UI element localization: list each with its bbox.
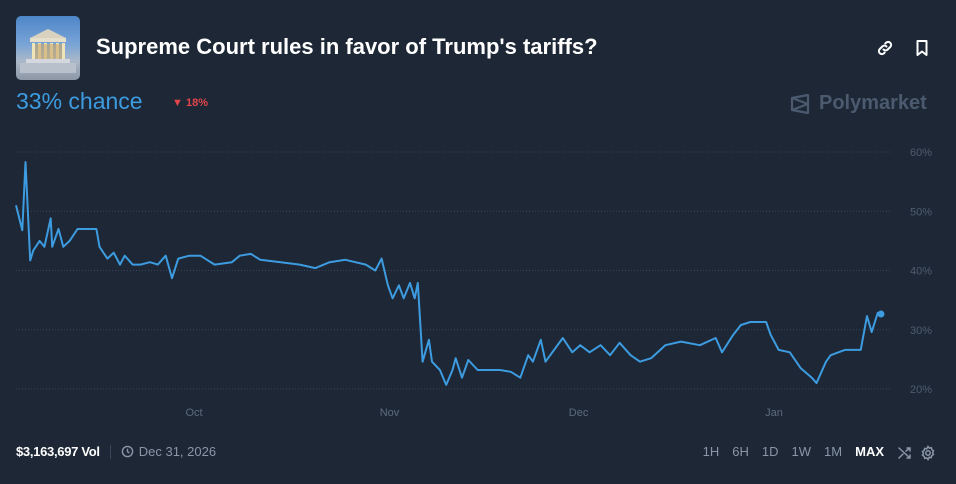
chance-value: 33% chance bbox=[16, 88, 143, 114]
brand-name: Polymarket bbox=[819, 92, 927, 114]
divider bbox=[109, 444, 111, 459]
polymarket-logo-icon bbox=[790, 93, 810, 114]
series-line bbox=[15, 161, 879, 386]
y-tick-label: 30% bbox=[910, 325, 932, 337]
volume: $3,163,697 Vol bbox=[16, 444, 100, 459]
y-tick-label: 60% bbox=[910, 147, 932, 159]
link-icon[interactable] bbox=[875, 38, 895, 58]
range-1w[interactable]: 1W bbox=[791, 444, 812, 459]
change-value: 18% bbox=[185, 97, 208, 109]
shuffle-icon[interactable] bbox=[897, 445, 913, 461]
range-1d[interactable]: 1D bbox=[761, 444, 779, 459]
price-chart[interactable]: 60% 50% 40% 30% 20% Oct Nov Dec Jan bbox=[0, 130, 956, 430]
range-1m[interactable]: 1M bbox=[824, 444, 843, 459]
bookmark-icon[interactable] bbox=[912, 38, 932, 58]
range-1h[interactable]: 1H bbox=[702, 444, 720, 459]
x-tick-label: Nov bbox=[380, 407, 400, 419]
y-tick-label: 20% bbox=[910, 384, 932, 396]
current-value-marker bbox=[877, 310, 885, 318]
range-6h[interactable]: 6H bbox=[732, 444, 749, 459]
market-thumbnail bbox=[16, 16, 80, 80]
end-date: Dec 31, 2026 bbox=[138, 444, 217, 459]
x-tick-label: Dec bbox=[569, 407, 589, 419]
polymarket-logo: Polymarket bbox=[789, 92, 927, 115]
market-title: Supreme Court rules in favor of Trump's … bbox=[96, 34, 598, 59]
x-tick-label: Jan bbox=[765, 407, 783, 419]
range-max[interactable]: MAX bbox=[855, 444, 884, 459]
x-tick-label: Oct bbox=[186, 407, 203, 419]
triangle-down-icon: ▼ bbox=[172, 97, 183, 109]
y-tick-label: 50% bbox=[910, 206, 932, 218]
time-range-selector: 1H 6H 1D 1W 1M MAX bbox=[703, 444, 884, 459]
settings-gear-icon[interactable] bbox=[920, 445, 936, 461]
footer-info: $3,163,697 Vol Dec 31, 2026 bbox=[16, 444, 216, 459]
y-tick-label: 40% bbox=[910, 266, 932, 278]
clock-icon bbox=[121, 445, 134, 458]
supreme-court-image bbox=[20, 29, 76, 73]
change-badge: ▼ 18% bbox=[172, 97, 208, 109]
